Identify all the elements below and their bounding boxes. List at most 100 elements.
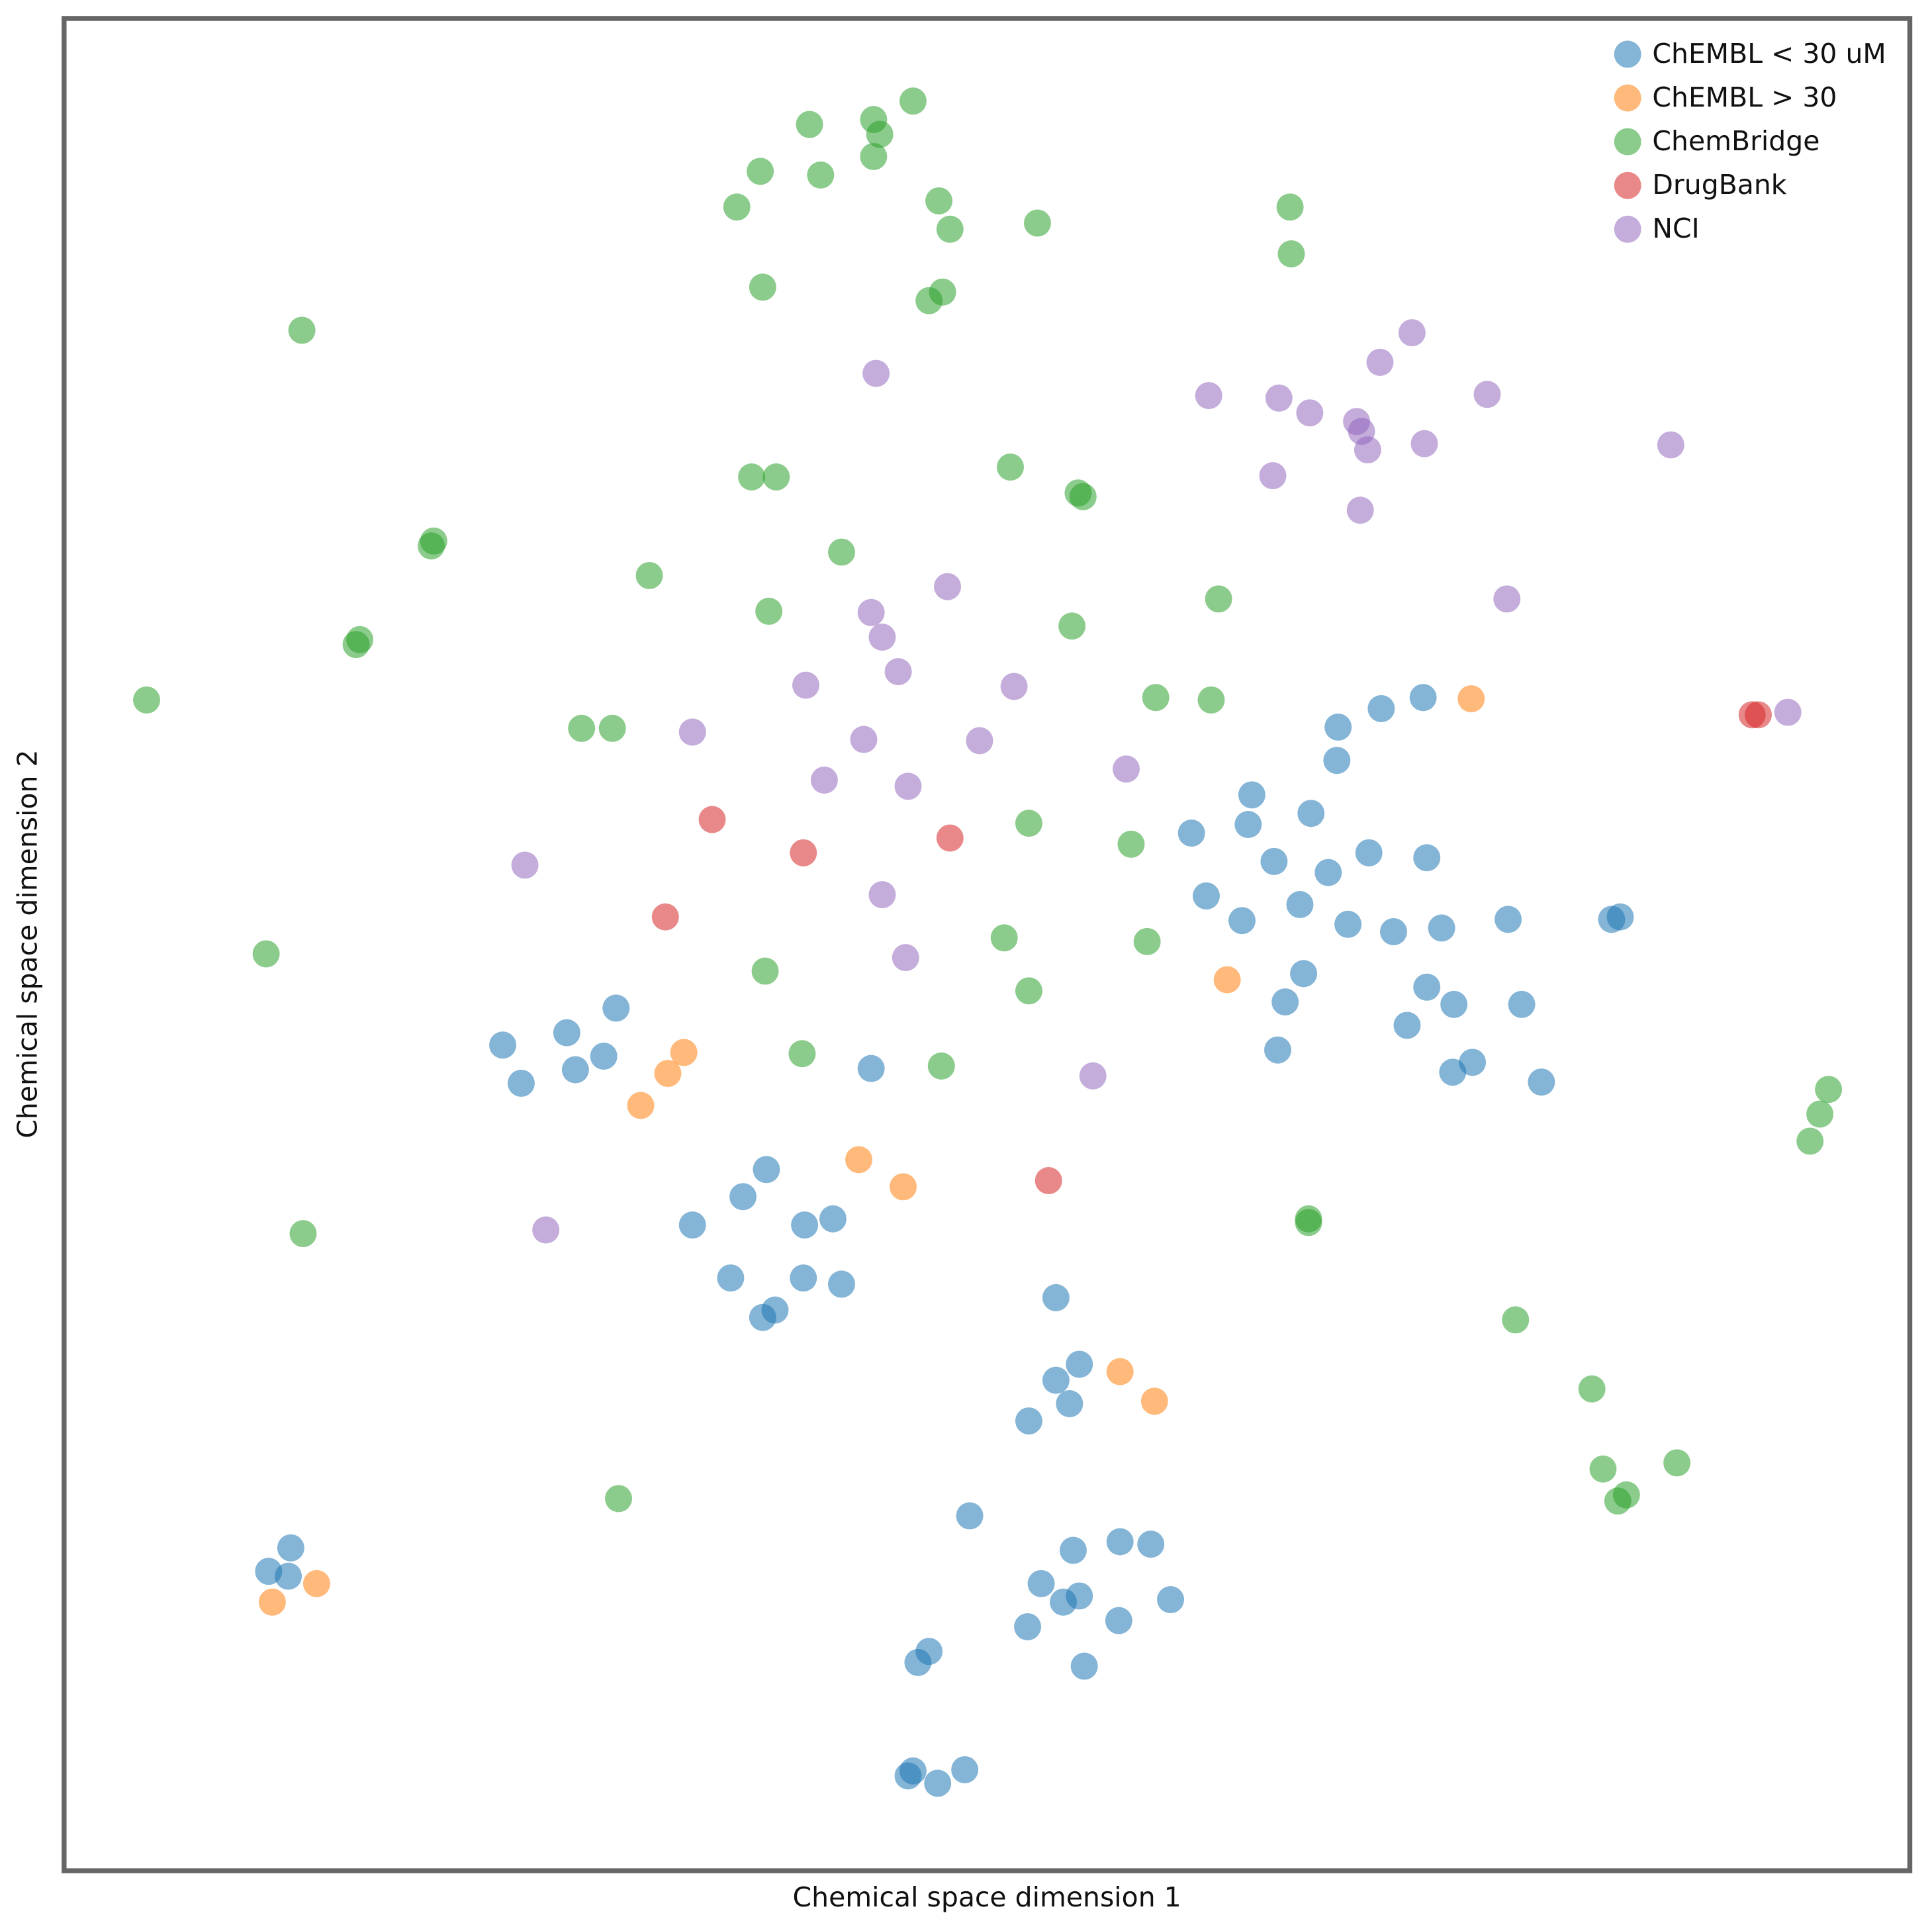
scatter-point <box>1314 859 1342 886</box>
scatter-point <box>1027 1570 1055 1597</box>
scatter-point <box>1238 781 1265 809</box>
scatter-point <box>1410 430 1438 457</box>
scatter-point <box>934 573 962 600</box>
scatter-point <box>862 359 890 387</box>
scatter-point <box>956 1502 984 1530</box>
scatter-point <box>845 1146 873 1174</box>
scatter-point <box>1663 1449 1691 1477</box>
scatter-point <box>1355 839 1383 867</box>
scatter-point <box>1106 1358 1134 1385</box>
scatter-point <box>925 187 953 214</box>
scatter-point <box>277 1534 304 1562</box>
scatter-point <box>654 1060 682 1088</box>
scatter-point <box>1117 830 1145 858</box>
scatter-point <box>342 631 370 659</box>
scatter-point <box>1413 844 1441 872</box>
scatter-point <box>894 773 922 800</box>
scatter-point <box>1157 1586 1185 1613</box>
scatter-point <box>275 1562 302 1590</box>
scatter-point <box>792 671 819 699</box>
scatter-point <box>1815 1076 1843 1103</box>
scatter-point <box>698 806 726 833</box>
scatter-point <box>133 686 161 714</box>
scatter-point <box>762 463 790 491</box>
legend-label: ChEMBL < 30 uM <box>1652 38 1886 70</box>
scatter-point <box>1286 891 1314 918</box>
scatter-point <box>1264 1036 1291 1064</box>
scatter-point <box>1473 381 1501 408</box>
scatter-point <box>1014 1613 1042 1640</box>
scatter-point <box>1035 1167 1062 1195</box>
scatter-point <box>1228 907 1256 935</box>
scatter-point <box>1015 810 1042 837</box>
scatter-point <box>1578 1375 1606 1403</box>
scatter-point <box>1380 917 1407 945</box>
scatter-point <box>915 287 943 314</box>
scatter-point <box>1439 1058 1467 1086</box>
scatter-point <box>1023 209 1051 237</box>
scatter-point <box>828 1270 855 1298</box>
scatter-point <box>755 597 783 625</box>
scatter-point <box>1502 1306 1530 1334</box>
scatter-point <box>288 316 316 344</box>
scatter-point <box>1015 1407 1042 1435</box>
scatter-point <box>894 1762 922 1790</box>
scatter-point <box>1528 1068 1555 1096</box>
scatter-point <box>899 87 927 115</box>
scatter-point <box>857 598 885 626</box>
scatter-point <box>749 273 776 301</box>
scatter-point <box>1367 695 1395 722</box>
scatter-point <box>738 463 766 491</box>
scatter-point <box>1290 960 1318 988</box>
scatter-point <box>252 940 280 968</box>
scatter-point <box>850 726 878 753</box>
scatter-point <box>1197 686 1225 714</box>
scatter-point <box>927 1052 955 1080</box>
scatter-point <box>1105 1607 1132 1634</box>
scatter-point <box>627 1092 655 1119</box>
legend-marker <box>1614 215 1641 243</box>
scatter-point <box>532 1216 560 1244</box>
scatter-point <box>1265 384 1293 412</box>
scatter-point <box>1213 966 1241 994</box>
scatter-point <box>1277 240 1305 267</box>
scatter-point <box>796 111 823 138</box>
scatter-point <box>553 1019 580 1047</box>
scatter-point <box>511 851 539 879</box>
scatter-point <box>1413 973 1441 1001</box>
scatter-point <box>635 561 663 589</box>
scatter-point <box>990 924 1018 952</box>
scatter-point <box>1142 684 1170 712</box>
scatter-point <box>258 1588 286 1616</box>
scatter-point <box>1745 701 1772 729</box>
scatter-point <box>1508 990 1536 1018</box>
scatter-point <box>1346 496 1374 524</box>
scatter-point <box>590 1043 618 1070</box>
scatter-point <box>1133 927 1161 955</box>
scatter-point <box>884 658 912 686</box>
scatter-point <box>936 215 964 243</box>
scatter-point <box>568 714 596 742</box>
scatter-point <box>868 624 896 651</box>
scatter-point <box>1297 800 1325 827</box>
scatter-point <box>1366 348 1394 376</box>
legend-label: NCI <box>1652 212 1699 244</box>
scatter-point <box>1606 903 1634 931</box>
scatter-point <box>1260 847 1288 875</box>
scatter-point <box>1000 673 1028 700</box>
scatter-point <box>1042 1366 1070 1394</box>
scatter-point <box>1193 882 1220 910</box>
scatter-point <box>936 824 964 852</box>
scatter-point <box>1140 1387 1168 1415</box>
scatter-point <box>651 903 679 931</box>
scatter-point <box>289 1220 317 1248</box>
legend-marker <box>1614 128 1641 156</box>
scatter-point <box>1069 483 1097 510</box>
scatter-point <box>670 1039 698 1066</box>
scatter-point <box>1323 747 1351 775</box>
scatter-point <box>890 1173 917 1201</box>
legend-label: ChEMBL > 30 <box>1652 81 1837 113</box>
scatter-point <box>1042 1284 1070 1311</box>
scatter-point <box>602 994 630 1022</box>
scatter-point <box>892 944 919 972</box>
